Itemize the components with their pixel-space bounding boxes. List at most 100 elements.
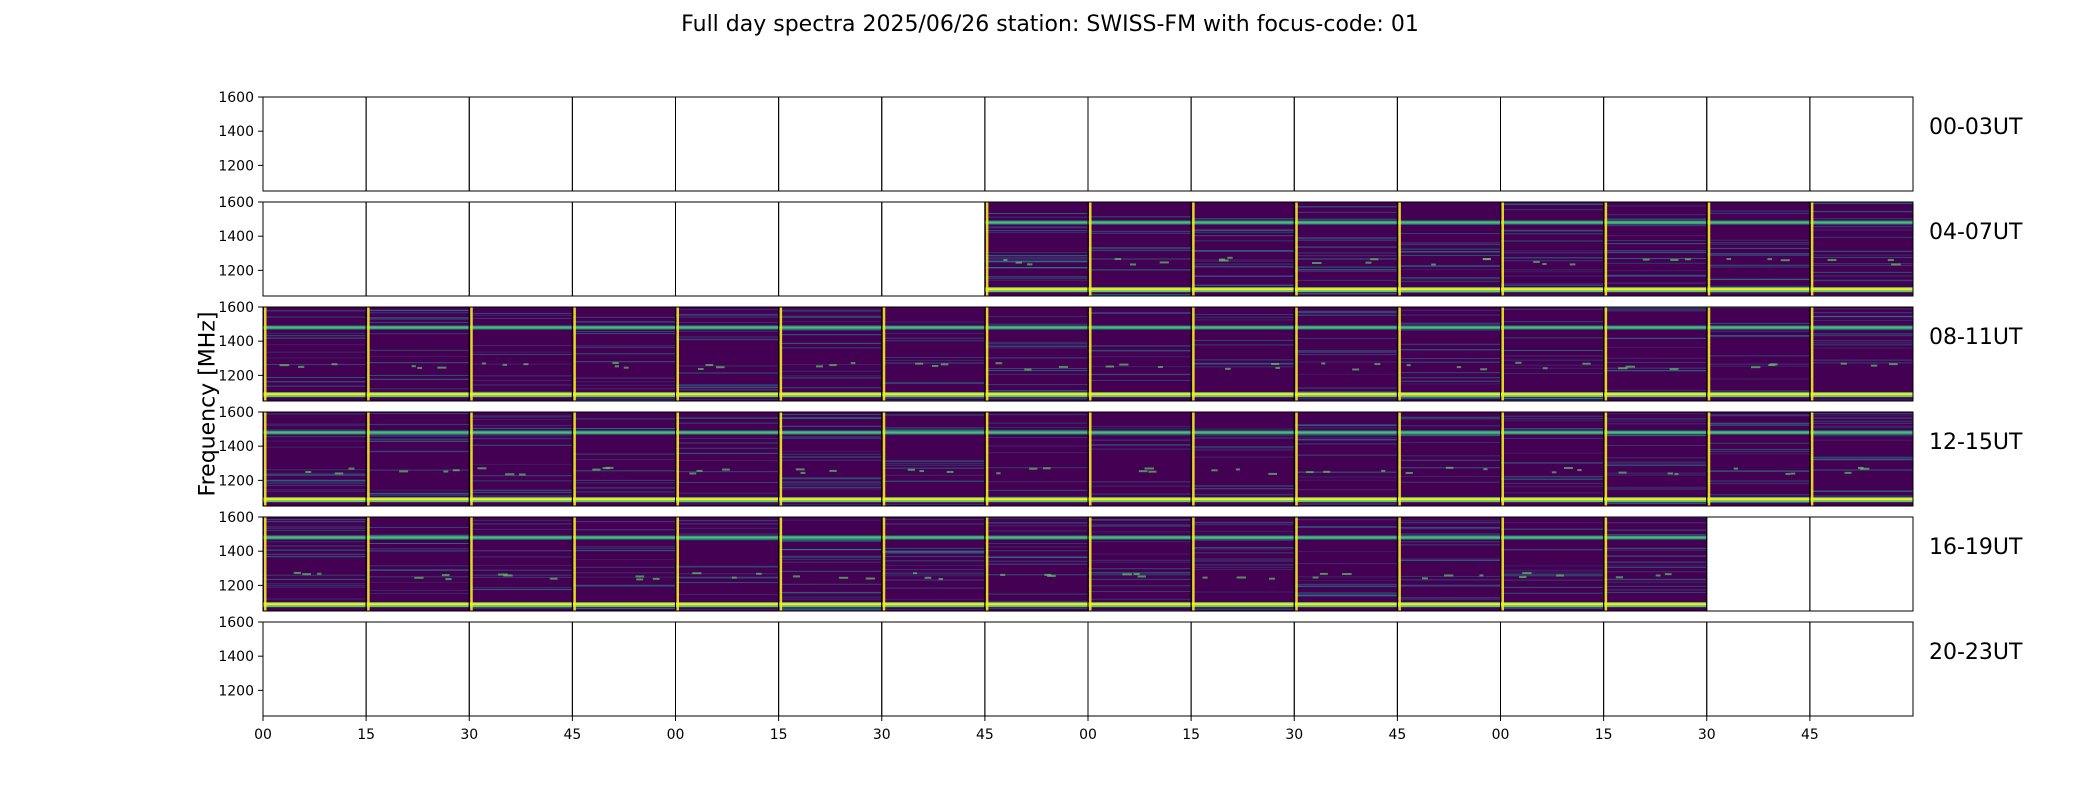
spectral-line (1809, 456, 1913, 458)
spectrum-tile (263, 517, 367, 611)
spectral-line (1191, 362, 1295, 364)
spectral-burst (1271, 362, 1280, 365)
spectral-line (881, 550, 985, 552)
spectral-line (675, 481, 779, 483)
spectral-line (1706, 453, 1810, 455)
spectral-line (1603, 517, 1707, 519)
spectral-line (1397, 349, 1501, 351)
spectrum-tile (778, 412, 882, 506)
spectral-line (469, 444, 573, 446)
spectral-line (778, 456, 882, 458)
spectral-line (675, 539, 779, 541)
spectral-burst (756, 572, 762, 575)
spectral-burst (481, 362, 486, 365)
spectral-line (469, 491, 573, 493)
spectral-line (1088, 232, 1192, 234)
spectral-line (1603, 566, 1707, 568)
spectral-line (1191, 488, 1295, 490)
spectral-line (778, 370, 882, 372)
spectrum-tile (263, 412, 367, 507)
spectral-line (881, 414, 985, 416)
spectral-burst (1768, 363, 1776, 366)
spectrum-tile (263, 307, 367, 401)
spectral-line (1500, 355, 1604, 357)
spectral-line (572, 529, 676, 531)
spectral-line (881, 480, 985, 482)
spectral-line (469, 480, 573, 482)
spectrum-tile (572, 307, 676, 401)
emission-band-upper-core (675, 431, 779, 434)
spectral-burst (411, 365, 416, 368)
spectral-line (1809, 347, 1913, 349)
spectral-line (1397, 521, 1501, 523)
spectral-line (366, 569, 470, 571)
calibration-line (367, 307, 370, 401)
spectral-burst (1130, 263, 1136, 266)
calibration-line (1192, 517, 1195, 611)
spectral-line (778, 417, 882, 419)
spectral-line (984, 260, 1088, 262)
emission-band-upper-core (1294, 431, 1398, 434)
spectrum-background (1191, 202, 1295, 296)
spectral-line (263, 490, 367, 492)
spectral-line (1603, 225, 1707, 227)
y-tick-label: 1400 (218, 439, 254, 455)
spectral-line (778, 540, 882, 542)
spectral-line (778, 437, 882, 439)
spectral-line (1397, 248, 1501, 250)
spectral-burst (614, 365, 620, 368)
emission-band-lower-core (1809, 498, 1913, 501)
spectral-line (1294, 270, 1398, 272)
spectral-line (572, 566, 676, 568)
spectral-line (1294, 206, 1398, 208)
spectral-line (778, 329, 882, 331)
spectral-line (1500, 203, 1604, 205)
spectral-line (469, 435, 573, 437)
spectral-line (778, 347, 882, 349)
spectral-line (881, 383, 985, 385)
spectral-line (469, 351, 573, 353)
spectral-line (572, 333, 676, 335)
spectral-line (1809, 265, 1913, 267)
panel-frame (1500, 621, 1605, 717)
spectral-line (1294, 293, 1398, 295)
spectral-line (366, 322, 470, 324)
panel-frame (1706, 621, 1811, 717)
spectral-line (1088, 598, 1192, 600)
spectral-burst (437, 366, 447, 369)
spectral-line (1603, 488, 1707, 490)
spectral-burst (1321, 362, 1326, 365)
spectral-line (263, 574, 367, 576)
spectrum-background (1603, 307, 1707, 401)
spectral-line (1088, 523, 1192, 525)
spectral-line (1603, 243, 1707, 245)
spectral-line (675, 460, 779, 462)
spectral-line (469, 353, 573, 355)
spectrum-background (263, 517, 367, 611)
spectral-line (984, 481, 1088, 483)
spectral-line (263, 553, 367, 555)
spectral-line (1397, 434, 1501, 436)
spectral-burst (1655, 574, 1661, 577)
spectral-line (366, 440, 470, 442)
spectral-line (1294, 246, 1398, 248)
panel-row-3: 1200 1400 1600 (218, 405, 1914, 507)
spectral-line (1706, 442, 1810, 444)
spectral-line (572, 584, 676, 586)
spectral-line (984, 345, 1088, 347)
spectral-burst (1275, 366, 1280, 369)
spectral-line (1397, 527, 1501, 529)
spectral-line (675, 527, 779, 529)
x-tick-label: 15 (357, 727, 375, 743)
spectral-burst (1029, 467, 1038, 470)
spectral-line (1294, 479, 1398, 481)
spectral-line (1088, 294, 1192, 296)
spectral-burst (635, 575, 645, 578)
spectral-line (1809, 426, 1913, 428)
spectral-line (984, 390, 1088, 392)
emission-band-lower-core (1500, 498, 1604, 501)
spectral-line (366, 349, 470, 351)
emission-band-upper-core (1809, 431, 1913, 434)
spectral-line (675, 608, 779, 610)
calibration-line (1089, 517, 1092, 611)
